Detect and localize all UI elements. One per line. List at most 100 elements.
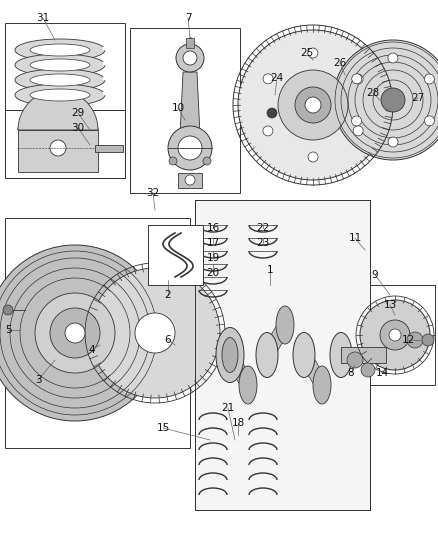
Circle shape [308,152,318,162]
Text: 14: 14 [375,368,389,378]
Circle shape [183,51,197,65]
Ellipse shape [15,39,105,61]
Polygon shape [195,200,370,510]
Wedge shape [18,90,98,130]
Circle shape [424,74,434,84]
Circle shape [65,323,85,343]
Circle shape [178,136,202,160]
Circle shape [422,334,434,346]
Ellipse shape [30,89,90,101]
Circle shape [185,175,195,185]
Ellipse shape [216,327,244,383]
Text: 25: 25 [300,48,314,58]
Text: 1: 1 [267,265,273,275]
Circle shape [263,74,273,84]
Text: 13: 13 [383,300,397,310]
Text: 22: 22 [256,223,270,233]
Circle shape [353,126,363,136]
Ellipse shape [30,59,90,71]
Text: 10: 10 [171,103,184,113]
Ellipse shape [222,337,238,373]
Ellipse shape [15,69,105,91]
Circle shape [389,329,401,341]
Ellipse shape [30,74,90,86]
Circle shape [203,157,211,165]
Circle shape [352,74,362,84]
Circle shape [135,313,175,353]
Text: 21: 21 [221,403,235,413]
Text: 28: 28 [366,88,380,98]
Text: 7: 7 [185,13,191,23]
Bar [341,347,386,363]
Bar [148,225,203,285]
Circle shape [352,116,362,126]
Circle shape [308,48,318,58]
Bar [18,130,98,172]
Ellipse shape [313,366,331,404]
Ellipse shape [293,333,315,377]
Circle shape [168,126,212,170]
Text: 29: 29 [71,108,85,118]
Text: 30: 30 [71,123,85,133]
Text: 12: 12 [401,335,415,345]
Text: 6: 6 [165,335,171,345]
Text: 18: 18 [231,418,245,428]
Circle shape [407,332,423,348]
Text: 15: 15 [156,423,170,433]
Ellipse shape [219,333,241,377]
Ellipse shape [256,333,278,377]
Text: 23: 23 [256,238,270,248]
Text: 19: 19 [206,253,219,263]
Ellipse shape [330,333,352,377]
Circle shape [3,305,13,315]
Polygon shape [296,355,330,385]
Circle shape [424,116,434,126]
Circle shape [388,53,398,63]
Text: 4: 4 [88,345,95,355]
Ellipse shape [30,44,90,56]
Bar [5,110,125,178]
Text: 9: 9 [372,270,378,280]
Circle shape [90,268,220,398]
Text: 24: 24 [270,73,284,83]
Circle shape [263,126,273,136]
Polygon shape [222,355,256,385]
Circle shape [388,137,398,147]
Text: 31: 31 [36,13,49,23]
Text: 8: 8 [348,368,354,378]
Text: 32: 32 [146,188,159,198]
Circle shape [295,87,331,123]
Circle shape [278,70,348,140]
Bar [130,28,240,193]
Ellipse shape [15,84,105,106]
Circle shape [267,108,277,118]
Circle shape [0,245,163,421]
Circle shape [238,30,388,180]
Circle shape [333,40,438,160]
Circle shape [169,157,177,165]
Ellipse shape [15,54,105,76]
Circle shape [347,352,363,368]
Circle shape [35,293,115,373]
Text: 27: 27 [411,93,424,103]
Bar [186,38,194,48]
Circle shape [360,300,430,370]
Bar [95,145,123,152]
Polygon shape [259,325,293,355]
Circle shape [353,74,363,84]
Circle shape [380,320,410,350]
Polygon shape [180,72,200,135]
Text: 17: 17 [206,238,219,248]
Text: 26: 26 [333,58,346,68]
Circle shape [361,363,375,377]
Circle shape [176,44,204,72]
Ellipse shape [276,306,294,344]
Text: 11: 11 [348,233,362,243]
Text: 16: 16 [206,223,219,233]
Circle shape [50,308,100,358]
Bar [5,218,190,448]
Text: 20: 20 [206,268,219,278]
Circle shape [305,97,321,113]
Text: 3: 3 [35,375,41,385]
Bar [5,23,125,178]
